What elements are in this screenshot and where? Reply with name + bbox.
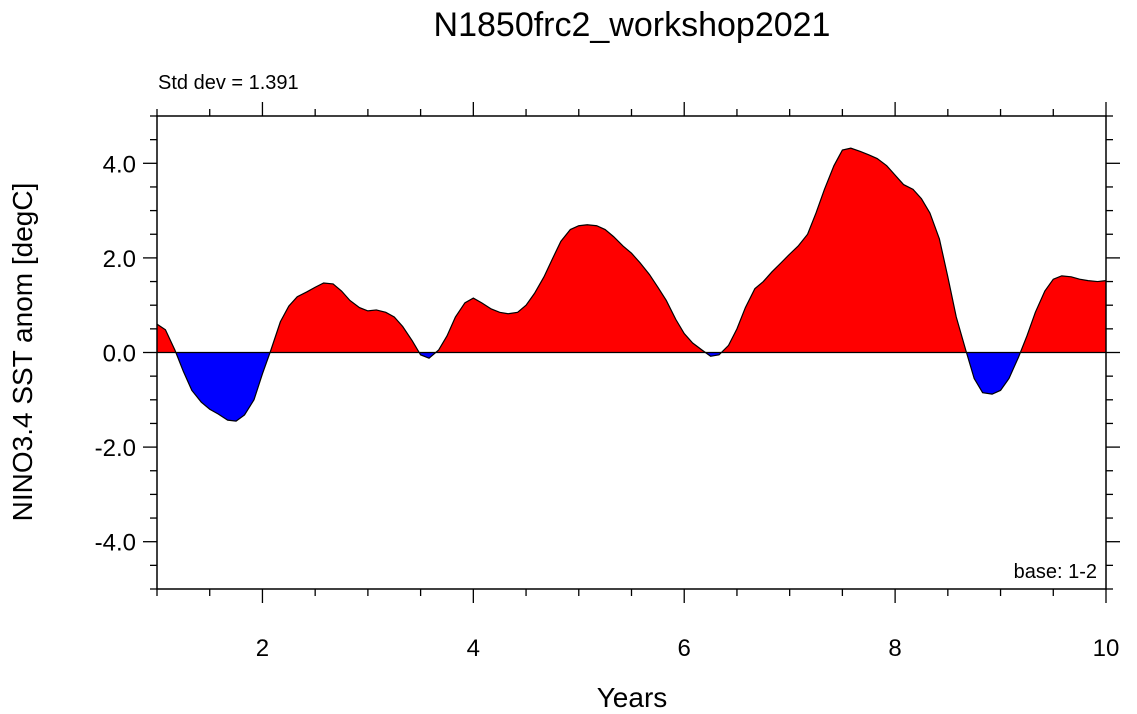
y-tick-label: -4.0 <box>95 530 136 557</box>
positive-anomaly-area <box>270 282 420 353</box>
x-tick-label: 6 <box>678 635 691 662</box>
x-tick-label: 4 <box>467 635 480 662</box>
y-tick-label: 2.0 <box>103 246 136 273</box>
x-tick-label: 8 <box>888 635 901 662</box>
y-axis-label: NINO3.4 SST anom [degC] <box>7 183 38 522</box>
x-tick-label: 2 <box>256 635 269 662</box>
negative-anomaly-area <box>175 352 271 422</box>
chart-title: N1850frc2_workshop2021 <box>434 6 831 44</box>
base-annotation: base: 1-2 <box>1014 561 1097 583</box>
y-tick-label: 4.0 <box>103 151 136 178</box>
positive-anomaly-area <box>721 148 967 353</box>
series-line <box>156 147 1107 422</box>
positive-anomaly-area <box>1020 275 1106 353</box>
x-axis-label: Years <box>597 682 668 713</box>
y-tick-label: 0.0 <box>103 341 136 368</box>
y-tick-label: -2.0 <box>95 435 136 462</box>
negative-anomaly-area <box>419 352 436 359</box>
std-dev-label: Std dev = 1.391 <box>158 72 299 94</box>
positive-anomaly-area <box>157 324 176 353</box>
negative-anomaly-area <box>966 352 1021 395</box>
positive-anomaly-area <box>435 224 706 353</box>
x-tick-label: 10 <box>1093 635 1120 662</box>
